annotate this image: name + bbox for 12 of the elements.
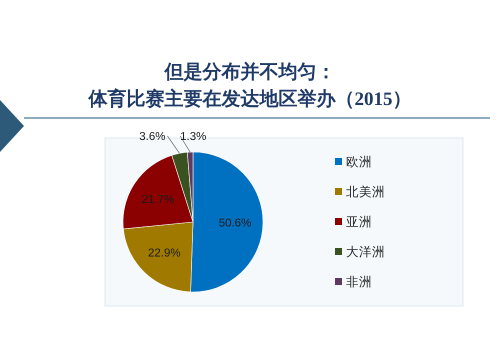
data-label: 22.9% (148, 248, 181, 260)
data-label: 50.6% (218, 218, 252, 230)
data-label: 21.7% (142, 194, 174, 206)
chart-subtitle: 体育比赛主要在发达地区举办（2015） (88, 88, 412, 110)
legend-label: 非洲 (346, 275, 372, 289)
legend-label: 欧洲 (346, 155, 372, 169)
legend-label: 大洋洲 (346, 245, 385, 259)
data-label: 1.3% (180, 131, 206, 143)
legend-label: 亚洲 (346, 215, 372, 229)
legend-label: 北美洲 (346, 184, 385, 199)
data-label: 3.6% (139, 131, 166, 143)
chart-title: 但是分布并不均匀： (164, 61, 336, 83)
